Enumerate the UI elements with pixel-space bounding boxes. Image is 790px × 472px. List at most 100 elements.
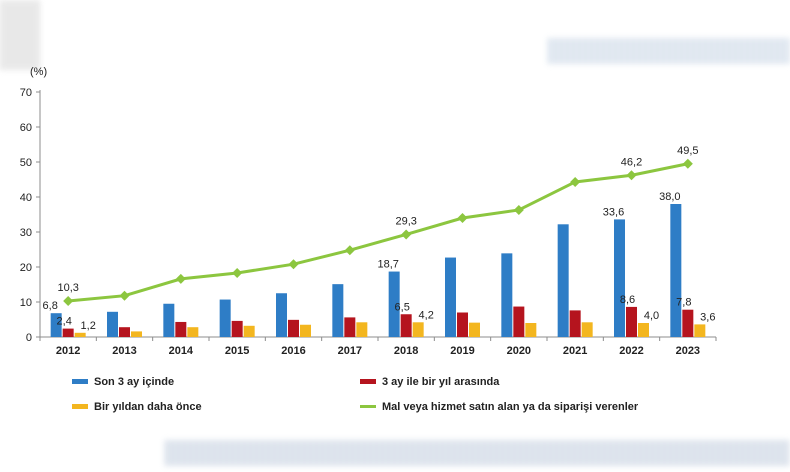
bar-series-3 xyxy=(694,324,706,337)
bar-series-1 xyxy=(388,271,400,337)
line-point xyxy=(232,267,243,278)
bar-series-1 xyxy=(276,293,287,337)
x-tick-label: 2022 xyxy=(619,345,643,357)
data-label-series-1: 38,0 xyxy=(659,191,680,203)
data-label-line: 49,5 xyxy=(677,145,698,157)
bar-series-3 xyxy=(187,327,199,337)
line-point xyxy=(288,259,299,270)
x-tick-label: 2019 xyxy=(450,345,474,357)
x-tick-label: 2021 xyxy=(563,345,587,357)
bar-series-2 xyxy=(344,317,356,337)
y-tick-label: 10 xyxy=(20,297,32,309)
bar-series-1 xyxy=(163,303,175,337)
bar-series-2 xyxy=(513,306,525,337)
x-tick-label: 2012 xyxy=(56,345,80,357)
legend-label-4: Mal veya hizmet satın alan ya da sipariş… xyxy=(382,401,639,413)
line-point xyxy=(570,176,581,187)
x-tick-label: 2015 xyxy=(225,345,249,357)
blurred-footer-strip xyxy=(165,440,790,466)
legend-swatch-1 xyxy=(72,379,88,384)
data-label-series-3: 3,6 xyxy=(700,311,715,323)
data-label-series-2: 7,8 xyxy=(676,297,691,309)
y-tick-label: 50 xyxy=(20,157,32,169)
data-label-line: 10,3 xyxy=(57,282,78,294)
line-point xyxy=(457,213,468,223)
line-series xyxy=(68,162,689,303)
x-tick-label: 2016 xyxy=(281,345,305,357)
y-tick-label: 0 xyxy=(26,332,32,344)
y-tick-label: 20 xyxy=(20,262,32,274)
line-point xyxy=(682,158,693,169)
data-label-line: 46,2 xyxy=(621,156,642,168)
bar-series-1 xyxy=(614,219,625,337)
bar-series-1 xyxy=(332,284,344,337)
line-layer xyxy=(63,158,693,306)
legend: Son 3 ay içinde 3 ay ile bir yıl arasında… xyxy=(72,376,639,413)
bar-series-2 xyxy=(457,312,468,337)
blurred-header-right xyxy=(548,38,790,64)
x-axis: 2012 2013 2014 2015 2016 2017 2018 2019 2020 2021… xyxy=(39,336,717,357)
data-label-series-2: 8,6 xyxy=(620,294,635,306)
line-point xyxy=(626,170,637,181)
data-label-series-1: 6,8 xyxy=(43,300,58,312)
bars-layer xyxy=(50,204,706,337)
bar-series-2 xyxy=(569,310,581,337)
legend-swatch-2 xyxy=(360,379,376,384)
line-point xyxy=(401,229,412,240)
y-unit-label: (%) xyxy=(30,66,47,78)
data-label-series-2: 6,5 xyxy=(395,301,410,313)
data-label-line: 29,3 xyxy=(395,215,416,227)
bar-series-3 xyxy=(412,322,424,337)
bar-series-2 xyxy=(175,321,187,337)
y-tick-label: 30 xyxy=(20,227,32,239)
bar-series-2 xyxy=(119,327,130,337)
line-point xyxy=(344,245,355,256)
line-point xyxy=(175,273,186,284)
bar-series-2 xyxy=(400,314,412,337)
x-tick-label: 2020 xyxy=(507,345,531,357)
x-tick-label: 2014 xyxy=(169,345,194,357)
bar-series-2 xyxy=(231,320,243,337)
data-label-series-3: 4,0 xyxy=(644,310,659,322)
bar-series-3 xyxy=(131,331,142,337)
bar-series-1 xyxy=(219,299,231,337)
bar-series-1 xyxy=(557,224,569,337)
legend-label-3: Bir yıldan daha önce xyxy=(94,401,202,413)
data-label-series-1: 33,6 xyxy=(603,206,624,218)
bar-series-2 xyxy=(626,306,637,337)
x-tick-label: 2023 xyxy=(676,345,700,357)
data-label-series-3: 4,2 xyxy=(419,309,434,321)
bar-series-2 xyxy=(62,328,74,337)
bar-series-2 xyxy=(682,309,694,337)
bar-series-1 xyxy=(50,313,62,337)
bar-series-1 xyxy=(670,204,682,337)
legend-label-1: Son 3 ay içinde xyxy=(94,376,174,388)
bar-series-1 xyxy=(501,253,513,337)
bar-series-3 xyxy=(74,332,86,337)
bar-series-3 xyxy=(243,325,255,337)
bar-series-3 xyxy=(356,322,368,337)
bar-series-1 xyxy=(107,311,118,337)
x-tick-label: 2018 xyxy=(394,345,418,357)
blurred-header-left xyxy=(0,0,40,70)
y-tick-label: 60 xyxy=(20,122,32,134)
bar-series-3 xyxy=(638,323,649,337)
bar-series-2 xyxy=(288,319,299,337)
x-tick-label: 2017 xyxy=(338,345,362,357)
x-tick-label: 2013 xyxy=(112,345,136,357)
line-point xyxy=(63,295,74,306)
bar-series-3 xyxy=(581,322,593,337)
bar-series-3 xyxy=(525,323,537,337)
bar-series-3 xyxy=(300,324,311,337)
y-tick-label: 40 xyxy=(20,192,32,204)
legend-label-2: 3 ay ile bir yıl arasında xyxy=(382,376,500,388)
bar-series-3 xyxy=(469,322,480,337)
data-label-series-3: 1,2 xyxy=(81,320,96,332)
y-tick-label: 70 xyxy=(20,87,32,99)
line-point xyxy=(513,204,524,215)
bar-series-1 xyxy=(445,257,456,337)
line-point xyxy=(119,290,130,301)
y-axis: 0 10 20 30 40 50 60 70 xyxy=(20,87,41,344)
